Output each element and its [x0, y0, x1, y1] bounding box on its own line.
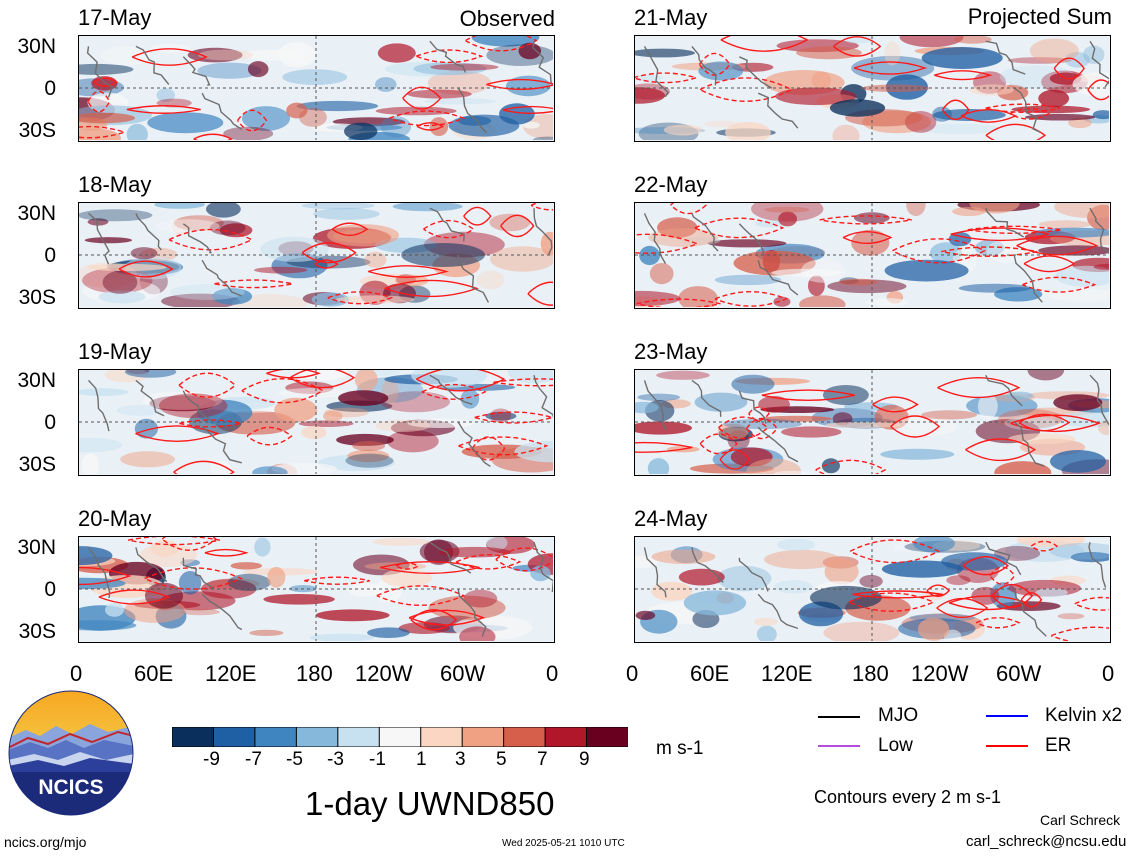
footer-timestamp: Wed 2025-05-21 1010 UTC: [502, 838, 625, 849]
date-label-proj-3: 23-May: [634, 339, 708, 364]
lon-label: 0: [70, 661, 83, 686]
colorbar-tick: 5: [496, 749, 507, 770]
lon-label: 180: [296, 661, 333, 686]
lat-label: 0: [44, 244, 56, 267]
colorbar-swatch: [212, 726, 256, 748]
footer-url: ncics.org/mjo: [4, 834, 87, 850]
colorbar-tick: 7: [537, 749, 548, 770]
colorbar-units: m s-1: [656, 738, 704, 759]
legend-label-er: ER: [1045, 735, 1072, 756]
colorbar-swatch: [171, 726, 215, 748]
lon-label: 60W: [440, 661, 486, 686]
projected-title: Projected Sum: [967, 4, 1112, 29]
lon-label: 120W: [355, 661, 413, 686]
lon-label: 60E: [134, 661, 174, 686]
legend-label-mjo: MJO: [878, 705, 919, 726]
lon-label: 60W: [996, 661, 1042, 686]
map-field: [79, 36, 553, 140]
legend-label-kelvin: Kelvin x2: [1045, 705, 1123, 726]
map-field: [79, 203, 553, 307]
lon-label: 0: [626, 661, 639, 686]
lat-label: 30S: [18, 620, 56, 643]
date-label-obs-4: 20-May: [78, 506, 152, 531]
legend-line-low: [818, 745, 860, 747]
colorbar-tick: -9: [203, 749, 220, 770]
lat-label: 30S: [18, 453, 56, 476]
svg-text:NCICS: NCICS: [38, 776, 103, 799]
map-field: [635, 370, 1109, 474]
lon-label: 0: [1102, 661, 1115, 686]
date-label-proj-2: 22-May: [634, 172, 708, 197]
map-panel-observed-4: [78, 536, 555, 643]
colorbar-swatch: [420, 726, 464, 748]
colorbar-swatch: [544, 726, 588, 748]
colorbar-swatch: [503, 726, 547, 748]
date-label-obs-1: 17-May: [78, 5, 152, 30]
contour-note: Contours every 2 m s-1: [814, 787, 1002, 807]
colorbar-swatch: [586, 726, 629, 748]
plot-title: 1-day UWND850: [305, 785, 555, 822]
colorbar-swatch: [295, 726, 339, 748]
lon-label: 0: [546, 661, 559, 686]
map-panel-observed-1: [78, 35, 555, 142]
map-field: [635, 36, 1109, 140]
lon-label: 120W: [911, 661, 969, 686]
date-label-proj-4: 24-May: [634, 506, 708, 531]
lon-label: 180: [852, 661, 889, 686]
colorbar-tick: 3: [455, 749, 466, 770]
colorbar-tick: -3: [327, 749, 344, 770]
lon-label: 60E: [690, 661, 730, 686]
map-field: [79, 370, 553, 474]
footer-author: Carl Schreck: [1040, 812, 1121, 828]
footer-email: carl_schreck@ncsu.edu: [966, 833, 1127, 850]
lon-label: 120E: [761, 661, 813, 686]
date-label-obs-3: 19-May: [78, 339, 152, 364]
colorbar-swatch: [337, 726, 381, 748]
legend-line-mjo: [818, 716, 860, 718]
lat-label: 0: [44, 578, 56, 601]
colorbar-tick: 9: [579, 749, 590, 770]
map-panel-projected-4: [634, 536, 1111, 643]
map-field: [635, 537, 1109, 641]
map-panel-projected-1: [634, 35, 1111, 142]
lat-label: 30S: [18, 119, 56, 142]
observed-title: Observed: [459, 6, 555, 31]
map-panel-projected-3: [634, 369, 1111, 476]
lat-label: 30N: [17, 35, 56, 58]
lat-label: 30N: [17, 536, 56, 559]
map-field: [635, 203, 1109, 307]
lat-label: 0: [44, 411, 56, 434]
legend-line-er: [986, 745, 1028, 747]
map-panel-projected-2: [634, 202, 1111, 309]
date-label-proj-1: 21-May: [634, 5, 708, 30]
lat-label: 30N: [17, 369, 56, 392]
legend-line-kelvin: [986, 715, 1028, 717]
lat-label: 0: [44, 77, 56, 100]
lon-label: 120E: [205, 661, 257, 686]
ncics-logo: NCICS: [8, 690, 134, 816]
lat-label: 30S: [18, 286, 56, 309]
colorbar-tick: 1: [416, 749, 427, 770]
colorbar-tick: -5: [286, 749, 303, 770]
colorbar-swatch: [254, 726, 298, 748]
colorbar-tick: -7: [245, 749, 262, 770]
colorbar-swatch: [378, 726, 422, 748]
colorbar-swatch: [461, 726, 505, 748]
map-field: [79, 537, 553, 641]
colorbar-tick: -1: [369, 749, 386, 770]
map-panel-observed-2: [78, 202, 555, 309]
colorbar: [171, 726, 629, 748]
map-panel-observed-3: [78, 369, 555, 476]
date-label-obs-2: 18-May: [78, 172, 152, 197]
lat-label: 30N: [17, 202, 56, 225]
legend-label-low: Low: [878, 735, 913, 756]
